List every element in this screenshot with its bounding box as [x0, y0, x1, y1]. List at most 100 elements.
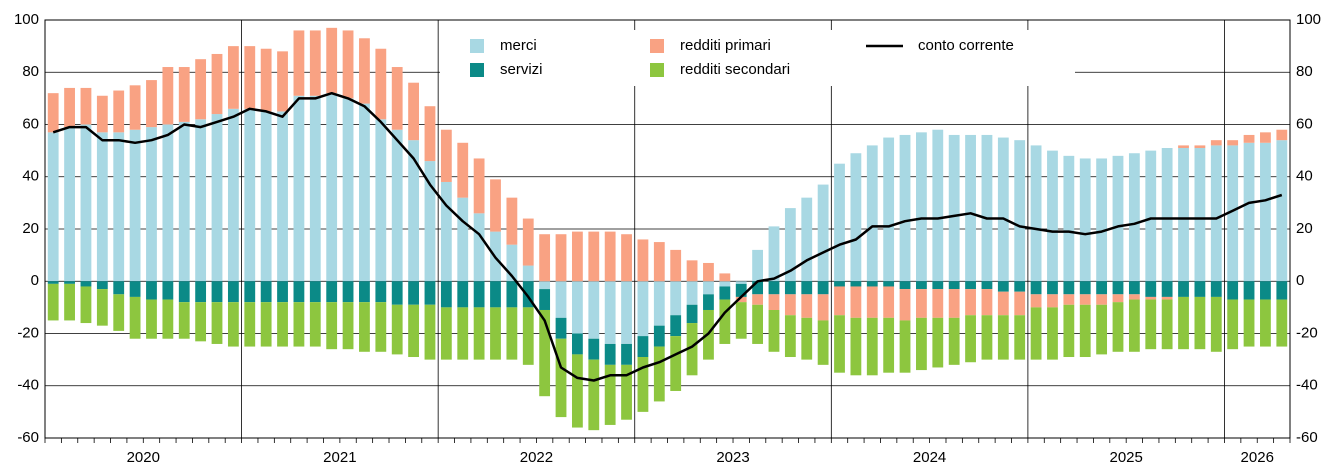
- bar: [326, 281, 338, 303]
- bar: [670, 281, 682, 316]
- bar: [162, 124, 174, 282]
- bar: [457, 197, 469, 282]
- bar: [260, 48, 272, 112]
- bar: [113, 90, 125, 133]
- bar: [817, 184, 829, 282]
- bar: [637, 336, 649, 358]
- bar: [227, 281, 239, 303]
- bar: [129, 296, 141, 339]
- bar: [408, 281, 419, 305]
- bar: [997, 291, 1009, 316]
- bar: [113, 132, 125, 282]
- bar: [473, 307, 485, 360]
- bar: [1128, 294, 1140, 300]
- bar: [506, 307, 518, 360]
- bar: [309, 281, 321, 303]
- bar: [178, 281, 190, 303]
- bar: [1276, 299, 1288, 347]
- bar: [1063, 281, 1075, 295]
- bar: [621, 364, 632, 420]
- y-tick-label-right: -60: [1296, 429, 1318, 446]
- bar: [293, 281, 305, 303]
- bar: [670, 249, 682, 282]
- bar: [571, 354, 583, 428]
- bar: [817, 294, 829, 321]
- bar: [457, 281, 469, 308]
- bar: [260, 302, 272, 347]
- bar: [64, 87, 75, 128]
- bar: [850, 317, 862, 376]
- bar: [784, 294, 796, 316]
- bar: [604, 364, 616, 425]
- bar: [899, 320, 911, 373]
- bar: [965, 134, 976, 282]
- bar: [457, 307, 469, 360]
- bar: [1145, 281, 1157, 297]
- legend-swatch: [470, 63, 484, 77]
- bar: [490, 307, 501, 360]
- bar: [359, 103, 370, 282]
- bar: [948, 289, 960, 318]
- legend-label: conto corrente: [918, 37, 1014, 54]
- bar: [1145, 299, 1157, 350]
- bar: [571, 333, 583, 355]
- bar: [1243, 281, 1255, 300]
- bar: [113, 294, 125, 331]
- y-tick-label-right: -20: [1296, 324, 1318, 341]
- bar: [637, 239, 649, 282]
- bar: [539, 289, 551, 310]
- bar: [948, 281, 960, 290]
- line: [52, 91, 1283, 382]
- bar: [1128, 153, 1140, 282]
- bar: [80, 124, 92, 282]
- bar: [850, 281, 862, 287]
- bar: [637, 357, 649, 412]
- bar: [80, 286, 92, 324]
- bar: [948, 134, 960, 282]
- bar: [47, 283, 59, 321]
- bar: [735, 302, 747, 339]
- y-tick-label: 80: [22, 63, 39, 80]
- bar: [326, 93, 338, 282]
- bar: [1096, 304, 1108, 355]
- bar: [47, 281, 59, 284]
- bar: [997, 315, 1009, 360]
- bar: [408, 140, 419, 282]
- bar: [326, 302, 338, 350]
- bar: [866, 286, 878, 318]
- bar: [801, 281, 813, 295]
- bar: [1096, 294, 1108, 305]
- bar: [801, 317, 813, 360]
- bar: [424, 304, 436, 360]
- bar: [555, 234, 567, 282]
- bar: [391, 281, 403, 305]
- bar: [96, 132, 108, 282]
- bar: [899, 289, 911, 321]
- bar: [932, 317, 944, 368]
- bar: [1210, 296, 1222, 352]
- bar: [195, 119, 207, 282]
- bar: [96, 281, 108, 290]
- y-tick-label-right: 20: [1296, 220, 1313, 237]
- bar: [768, 226, 780, 282]
- bar: [1014, 140, 1026, 282]
- bar: [555, 317, 567, 339]
- bar: [80, 281, 92, 287]
- bar: [522, 265, 534, 282]
- bar: [424, 281, 436, 305]
- y-tick-label: -20: [17, 324, 39, 341]
- bar: [260, 281, 272, 303]
- bar: [129, 85, 141, 130]
- bar: [1079, 294, 1091, 305]
- bar: [1161, 299, 1173, 350]
- bar: [1030, 307, 1042, 360]
- bar: [1260, 299, 1271, 347]
- bar: [604, 281, 616, 344]
- bar: [162, 299, 174, 339]
- y-tick-label-right: -40: [1296, 377, 1318, 394]
- bar: [801, 294, 813, 318]
- bar: [539, 281, 551, 290]
- bar: [244, 281, 256, 303]
- bar: [965, 289, 976, 316]
